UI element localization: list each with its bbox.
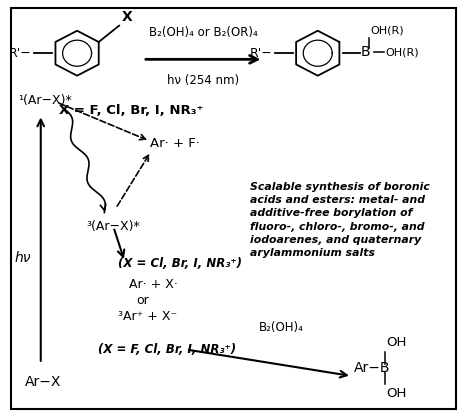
Text: Ar−B: Ar−B [354,361,391,375]
Text: R'−: R'− [9,47,32,60]
Text: OH(R): OH(R) [386,48,419,58]
Text: Ar−X: Ar−X [25,375,61,389]
Text: OH: OH [386,387,407,400]
Text: B: B [361,45,371,59]
Text: hν (254 nm): hν (254 nm) [167,74,239,87]
Text: R'−: R'− [250,47,273,60]
Text: Ar· + X·: Ar· + X· [129,278,178,291]
Text: or: or [136,294,149,307]
Text: OH(R): OH(R) [371,25,404,35]
Text: X: X [121,10,132,24]
Text: B₂(OH)₄ or B₂(OR)₄: B₂(OH)₄ or B₂(OR)₄ [149,26,257,39]
Text: B₂(OH)₄: B₂(OH)₄ [259,321,303,334]
Text: ³(Ar−X)*: ³(Ar−X)* [86,221,140,234]
Text: (X = F, Cl, Br, I, NR₃⁺): (X = F, Cl, Br, I, NR₃⁺) [98,343,236,356]
Text: ¹(Ar−X)*: ¹(Ar−X)* [18,94,72,107]
Text: ³Ar⁺ + X⁻: ³Ar⁺ + X⁻ [118,310,177,323]
Text: Scalable synthesis of boronic
acids and esters: metal- and
additive-free borylat: Scalable synthesis of boronic acids and … [250,182,429,258]
Text: OH: OH [386,336,407,349]
Text: X = F, Cl, Br, I, NR₃⁺: X = F, Cl, Br, I, NR₃⁺ [59,104,204,117]
Text: hν: hν [14,251,31,264]
Text: Ar· + F·: Ar· + F· [150,137,200,150]
Text: (X = Cl, Br, I, NR₃⁺): (X = Cl, Br, I, NR₃⁺) [118,257,242,270]
